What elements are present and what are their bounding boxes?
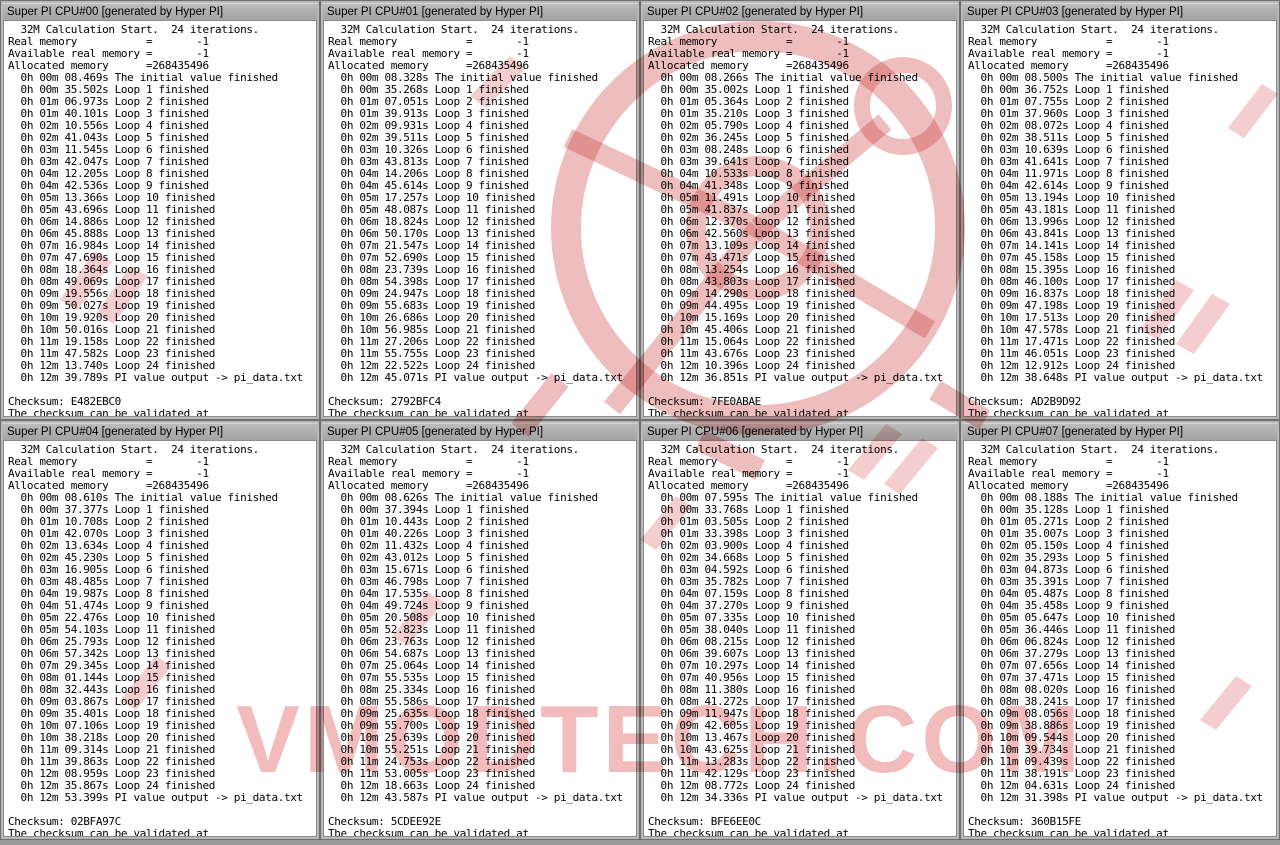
window-title: Super PI CPU#01 [generated by Hyper PI] — [327, 6, 544, 18]
window-title: Super PI CPU#02 [generated by Hyper PI] — [647, 6, 864, 18]
window-titlebar[interactable]: Super PI CPU#03 [generated by Hyper PI] — [963, 3, 1277, 21]
window-titlebar[interactable]: Super PI CPU#02 [generated by Hyper PI] — [643, 3, 957, 21]
window-titlebar[interactable]: Super PI CPU#05 [generated by Hyper PI] — [323, 423, 637, 441]
window-cpu00: Super PI CPU#00 [generated by Hyper PI] … — [0, 0, 320, 420]
window-title: Super PI CPU#05 [generated by Hyper PI] — [327, 426, 544, 438]
superpi-output-cpu02: 32M Calculation Start. 24 iterations. Re… — [643, 21, 957, 417]
window-title: Super PI CPU#00 [generated by Hyper PI] — [7, 6, 224, 18]
window-titlebar[interactable]: Super PI CPU#07 [generated by Hyper PI] — [963, 423, 1277, 441]
window-title: Super PI CPU#06 [generated by Hyper PI] — [647, 426, 864, 438]
window-cpu04: Super PI CPU#04 [generated by Hyper PI] … — [0, 420, 320, 840]
window-titlebar[interactable]: Super PI CPU#06 [generated by Hyper PI] — [643, 423, 957, 441]
window-cpu02: Super PI CPU#02 [generated by Hyper PI] … — [640, 0, 960, 420]
superpi-output-cpu01: 32M Calculation Start. 24 iterations. Re… — [323, 21, 637, 417]
window-cpu06: Super PI CPU#06 [generated by Hyper PI] … — [640, 420, 960, 840]
superpi-output-cpu04: 32M Calculation Start. 24 iterations. Re… — [3, 441, 317, 837]
window-title: Super PI CPU#04 [generated by Hyper PI] — [7, 426, 224, 438]
window-cpu05: Super PI CPU#05 [generated by Hyper PI] … — [320, 420, 640, 840]
superpi-output-cpu05: 32M Calculation Start. 24 iterations. Re… — [323, 441, 637, 837]
window-cpu03: Super PI CPU#03 [generated by Hyper PI] … — [960, 0, 1280, 420]
superpi-output-cpu07: 32M Calculation Start. 24 iterations. Re… — [963, 441, 1277, 837]
window-titlebar[interactable]: Super PI CPU#01 [generated by Hyper PI] — [323, 3, 637, 21]
superpi-output-cpu06: 32M Calculation Start. 24 iterations. Re… — [643, 441, 957, 837]
window-title: Super PI CPU#03 [generated by Hyper PI] — [967, 6, 1184, 18]
window-title: Super PI CPU#07 [generated by Hyper PI] — [967, 426, 1184, 438]
window-titlebar[interactable]: Super PI CPU#00 [generated by Hyper PI] — [3, 3, 317, 21]
window-titlebar[interactable]: Super PI CPU#04 [generated by Hyper PI] — [3, 423, 317, 441]
window-cpu07: Super PI CPU#07 [generated by Hyper PI] … — [960, 420, 1280, 840]
superpi-output-cpu00: 32M Calculation Start. 24 iterations. Re… — [3, 21, 317, 417]
window-cpu01: Super PI CPU#01 [generated by Hyper PI] … — [320, 0, 640, 420]
superpi-output-cpu03: 32M Calculation Start. 24 iterations. Re… — [963, 21, 1277, 417]
